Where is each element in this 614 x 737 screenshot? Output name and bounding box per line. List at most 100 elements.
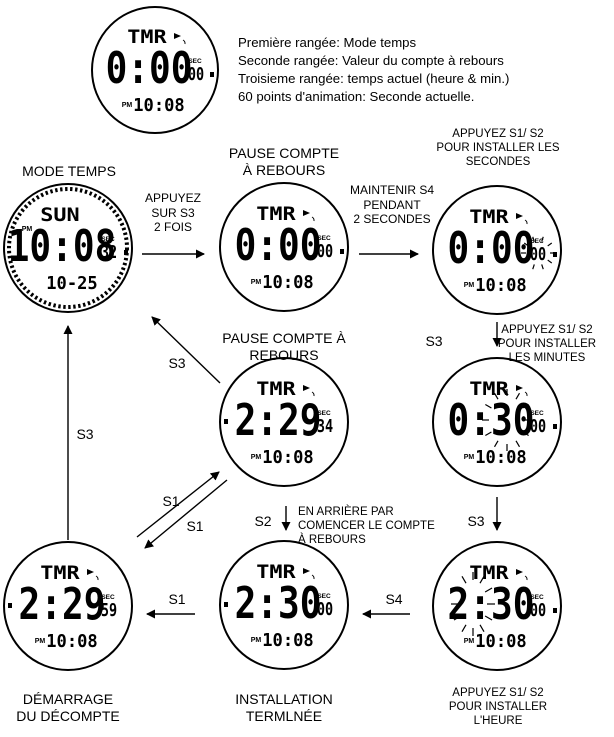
watch-bottom-row: 10:08 <box>262 448 313 469</box>
watch-main-digits: 0:00 <box>448 224 535 274</box>
signal-icon <box>311 574 315 580</box>
flash-ray <box>485 403 492 409</box>
label-line: POUR INSTALLER <box>448 701 548 714</box>
label-line: À REBOURS <box>242 162 326 179</box>
watch-main-digits: 2:30 <box>448 580 535 630</box>
alarm-icon <box>87 569 94 575</box>
signal-icon <box>524 391 528 397</box>
flash-ray <box>547 242 553 247</box>
flash-ray <box>532 236 535 242</box>
label-line: 2 FOIS <box>153 220 192 235</box>
label-appuyez-s3: APPUYEZ SUR S3 2 FOIS <box>138 191 208 235</box>
flash-ray <box>522 431 529 437</box>
label-pause-compte: PAUSE COMPTE À REBOURS <box>214 145 354 179</box>
watch-bottom-row: 10:08 <box>475 448 526 469</box>
watch-seconds: 32 <box>101 241 117 262</box>
watch-seconds: 00 <box>317 240 333 261</box>
watch-top-row: TMR <box>256 377 296 399</box>
watch-top-row: TMR <box>469 561 509 583</box>
label-line: PAUSE COMPTE <box>228 145 340 161</box>
watch-bottom-row: 10:08 <box>46 632 97 653</box>
label-line: DÉMARRAGE <box>22 691 114 707</box>
flash-ray <box>485 431 492 437</box>
label-s2: S2 <box>254 513 272 529</box>
watch-bezel <box>219 540 349 670</box>
label-mode-temps: MODE TEMPS <box>22 163 116 179</box>
seconds-dot <box>553 252 557 257</box>
flash-ray <box>541 236 544 242</box>
label-s1-b: S1 <box>186 518 204 534</box>
label-set-minutes: APPUYEZ S1/ S2 POUR INSTALLER LES MINUTE… <box>482 323 612 365</box>
flash-ray <box>547 259 553 264</box>
flash-ray <box>461 575 467 584</box>
label-line: À REBOURS <box>298 534 366 547</box>
signal-icon <box>311 216 315 222</box>
watch-seconds: 00 <box>530 599 546 620</box>
label-line: PAUSE COMPTE À <box>222 330 346 346</box>
label-maintenir-s4: MAINTENIR S4 PENDANT 2 SECONDES <box>336 183 448 227</box>
flash-ray <box>453 587 462 593</box>
label-set-seconds: APPUYEZ S1/ S2 POUR INSTALLER LES SECOND… <box>416 127 580 169</box>
arrow-start-to-running <box>136 471 220 538</box>
flash-ray <box>493 440 499 448</box>
watch-bottom-row: 10:08 <box>133 96 184 117</box>
flash-ray <box>532 264 535 270</box>
seconds-dot <box>124 250 128 255</box>
pm-indicator: PM <box>251 637 262 644</box>
legend-text: Première rangée: Mode temps Seconde rang… <box>238 34 509 106</box>
sec-label: SEC <box>530 238 544 245</box>
watch-bottom-row: 10:08 <box>262 273 313 294</box>
watch-bezel <box>219 357 349 487</box>
sec-label: SEC <box>101 236 115 243</box>
seconds-dot <box>553 608 557 613</box>
watch-bezel <box>432 185 562 315</box>
watch-seconds: 34 <box>317 415 333 436</box>
pm-indicator: PM <box>251 279 262 286</box>
flash-ray <box>523 242 529 247</box>
label-line: SUR S3 <box>151 205 195 220</box>
flash-ray <box>479 575 485 584</box>
label-line: MAINTENIR S4 <box>349 183 434 197</box>
watch-top-row: TMR <box>40 561 80 583</box>
pm-indicator: PM <box>464 638 475 645</box>
watch-main-digits: 0:00 <box>106 44 193 94</box>
label-line: DU DÉCOMPTE <box>16 708 120 725</box>
flash-ray <box>484 587 493 593</box>
alarm-icon <box>516 569 523 575</box>
watch-seconds: 00 <box>530 415 546 436</box>
label-line: APPUYEZ S1/ S2 <box>452 687 544 699</box>
label-line: REBOURS <box>249 347 319 364</box>
signal-icon <box>182 39 186 45</box>
label-line: INSTALLATION <box>235 691 333 707</box>
watch-main-digits: 0:00 <box>235 221 322 271</box>
label-s3-left: S3 <box>168 355 186 371</box>
watch-top-row: TMR <box>469 205 509 227</box>
watch-bottom-row: 10-25 <box>46 274 97 295</box>
pm-indicator: PM <box>22 226 33 233</box>
arrow-running-to-time <box>151 316 221 384</box>
watch-main-digits: 2:29 <box>19 580 106 630</box>
flash-ray <box>515 440 521 448</box>
sec-label: SEC <box>530 594 544 601</box>
pm-indicator: PM <box>464 454 475 461</box>
flash-ray <box>453 615 462 621</box>
label-line: COMENCER LE COMPTE <box>298 520 435 533</box>
flash-ray <box>541 264 544 270</box>
legend-line: Seconde rangée: Valeur du compte à rebou… <box>238 53 504 68</box>
seconds-dot <box>553 424 557 429</box>
watch-bezel <box>3 183 133 313</box>
watch-bezel <box>3 541 133 671</box>
pm-indicator: PM <box>464 282 475 289</box>
seconds-dot-ring <box>7 187 129 309</box>
flash-ray <box>515 392 521 400</box>
watch-bezel <box>91 6 219 134</box>
label-s3-right: S3 <box>425 333 443 349</box>
label-set-hours: APPUYEZ S1/ S2 POUR INSTALLER L'HEURE <box>428 686 568 728</box>
label-line: 2 SECONDES <box>353 212 431 227</box>
pm-indicator: PM <box>251 454 262 461</box>
